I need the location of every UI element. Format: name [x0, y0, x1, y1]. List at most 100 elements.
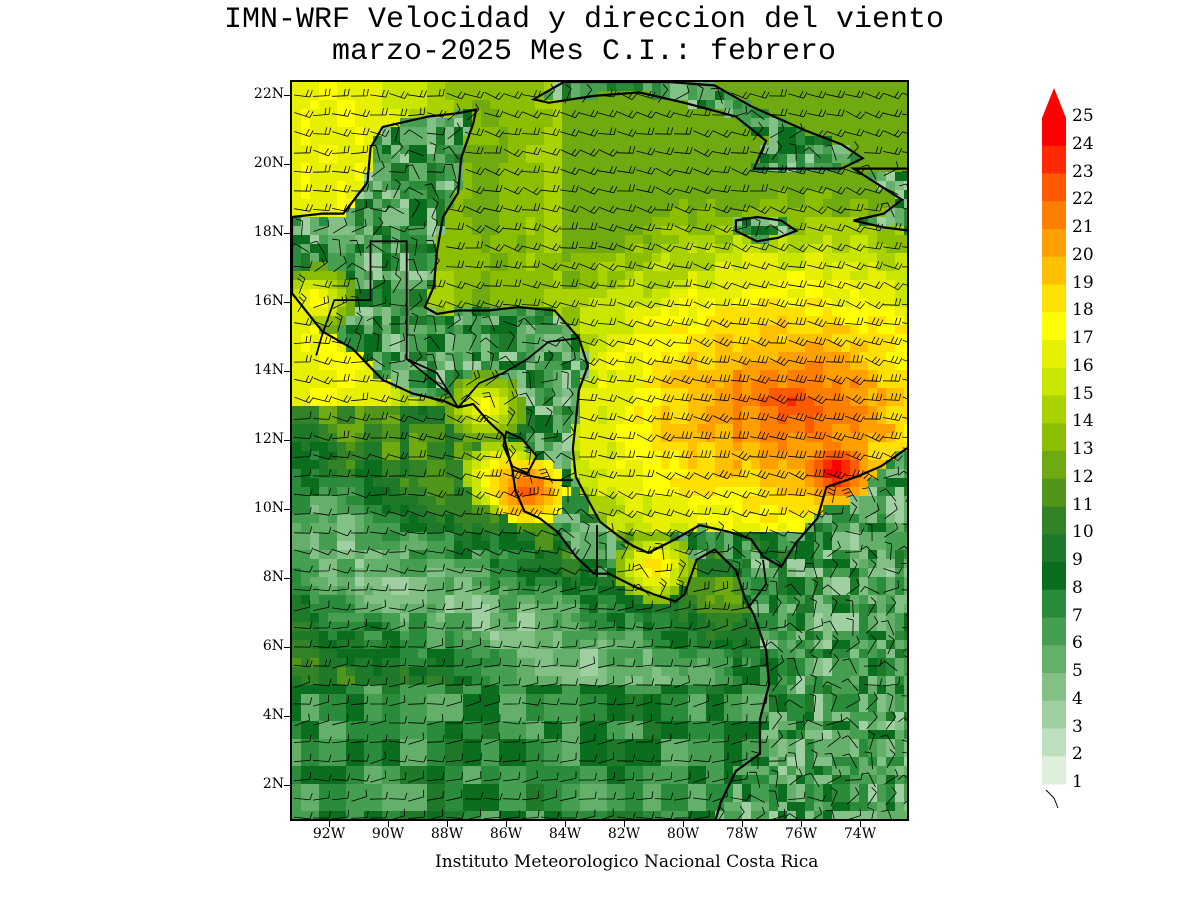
map-title-line2: marzo-2025 Mes C.I.: febrero [331, 35, 837, 69]
longitude-tick [388, 821, 389, 827]
longitude-tick [506, 821, 507, 827]
longitude-tick [624, 821, 625, 827]
colorbar-label: 16 [1072, 355, 1094, 376]
colorbar-swatch [1042, 451, 1066, 480]
colorbar-label: 19 [1072, 272, 1094, 293]
colorbar-swatch [1042, 700, 1066, 729]
colorbar-swatch [1042, 145, 1066, 174]
lake-nicaragua [502, 430, 538, 475]
colorbar-swatch [1042, 256, 1066, 285]
colorbar-label: 3 [1072, 716, 1083, 737]
latitude-label: 12N [253, 431, 284, 447]
longitude-label: 74W [843, 826, 877, 842]
colorbar-swatch [1042, 367, 1066, 396]
colorbar-label: 4 [1072, 688, 1083, 709]
colorbar-swatch [1042, 229, 1066, 258]
latitude-label: 14N [253, 362, 284, 378]
colorbar-label: 8 [1072, 577, 1083, 598]
latitude-label: 8N [262, 569, 284, 585]
credit-text: Instituto Meteorologico Nacional Costa R… [435, 852, 819, 872]
colorbar-label: 5 [1072, 661, 1083, 681]
colorbar-label: 2 [1072, 744, 1083, 765]
colorbar-label: 22 [1072, 189, 1094, 210]
longitude-tick [860, 821, 861, 827]
latitude-tick [284, 95, 290, 96]
longitude-label: 86W [489, 826, 523, 842]
colorbar-label: 1 [1072, 772, 1083, 792]
longitude-tick [801, 821, 802, 827]
colorbar-label: 9 [1072, 550, 1083, 570]
latitude-tick [284, 578, 290, 579]
longitude-label: 82W [607, 826, 641, 842]
colorbar-arrow [1042, 88, 1066, 118]
longitude-label: 88W [430, 826, 464, 842]
colorbar-swatch [1042, 534, 1066, 563]
longitude-tick [565, 821, 566, 827]
longitude-label: 76W [784, 826, 818, 842]
colorbar-swatch [1042, 478, 1066, 507]
colorbar-label: 24 [1072, 133, 1094, 154]
colorbar-swatch [1042, 201, 1066, 230]
latitude-label: 18N [253, 224, 284, 240]
colorbar-swatch [1042, 284, 1066, 313]
colorbar-label: 21 [1072, 217, 1094, 237]
colorbar-label: 7 [1072, 605, 1083, 626]
longitude-tick [329, 821, 330, 827]
colorbar-swatch [1042, 645, 1066, 674]
latitude-tick [284, 509, 290, 510]
colorbar-label: 17 [1072, 328, 1094, 348]
longitude-label: 78W [725, 826, 759, 842]
latitude-tick [284, 785, 290, 786]
latitude-tick [284, 164, 290, 165]
latitude-label: 2N [262, 776, 284, 792]
colorbar-swatch [1042, 312, 1066, 341]
wind-map [290, 80, 909, 821]
latitude-tick [284, 647, 290, 648]
country-borders [315, 240, 768, 609]
longitude-label: 84W [548, 826, 582, 842]
map-title-line1: IMN-WRF Velocidad y direccion del viento [223, 3, 945, 37]
latitude-label: 4N [262, 707, 284, 723]
coastline [292, 82, 907, 819]
longitude-tick [742, 821, 743, 827]
latitude-label: 22N [253, 86, 284, 102]
colorbar-barb-sample [1045, 789, 1059, 809]
colorbar-swatch [1042, 756, 1066, 785]
colorbar-swatch [1042, 118, 1066, 147]
colorbar-label: 10 [1072, 522, 1094, 543]
longitude-tick [683, 821, 684, 827]
colorbar-swatch [1042, 728, 1066, 757]
colorbar-label: 6 [1072, 633, 1083, 654]
latitude-tick [284, 440, 290, 441]
latitude-tick [284, 371, 290, 372]
longitude-label: 92W [312, 826, 346, 842]
longitude-tick [447, 821, 448, 827]
colorbar-swatch [1042, 617, 1066, 646]
wind-barbs [292, 84, 907, 819]
latitude-label: 20N [253, 155, 284, 171]
colorbar-label: 12 [1072, 466, 1094, 487]
colorbar-label: 14 [1072, 411, 1094, 432]
colorbar-label: 25 [1072, 106, 1094, 126]
longitude-label: 80W [666, 826, 700, 842]
latitude-tick [284, 233, 290, 234]
colorbar-swatch [1042, 423, 1066, 452]
colorbar-label: 13 [1072, 439, 1094, 459]
colorbar-swatch [1042, 673, 1066, 702]
latitude-label: 6N [262, 638, 284, 654]
longitude-label: 90W [371, 826, 405, 842]
colorbar-swatch [1042, 506, 1066, 535]
colorbar-label: 23 [1072, 161, 1094, 182]
colorbar-swatch [1042, 562, 1066, 591]
latitude-label: 10N [253, 500, 284, 516]
colorbar-label: 20 [1072, 244, 1094, 265]
colorbar-swatch [1042, 340, 1066, 369]
colorbar-swatch [1042, 395, 1066, 424]
wind-speed-colorbar [1042, 88, 1066, 809]
latitude-tick [284, 716, 290, 717]
colorbar-swatch [1042, 589, 1066, 618]
colorbar-label: 11 [1072, 494, 1094, 515]
colorbar-label: 18 [1072, 300, 1094, 321]
wind-map-canvas [292, 82, 907, 819]
colorbar-label: 15 [1072, 383, 1094, 404]
